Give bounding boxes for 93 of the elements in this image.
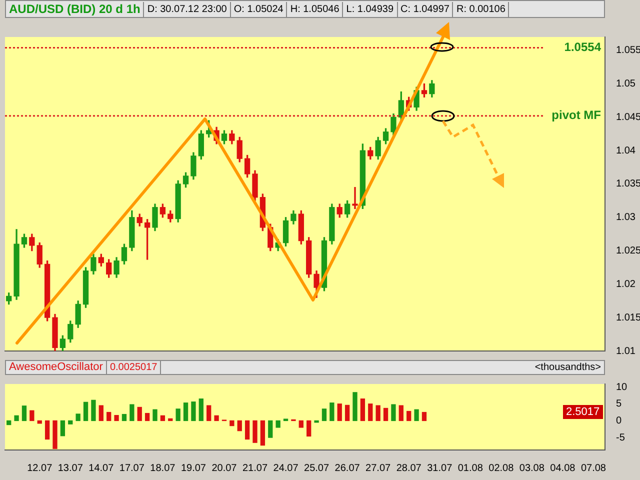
bar <box>130 404 134 422</box>
x-tick-label: 03.08 <box>519 462 545 474</box>
bar <box>168 418 173 422</box>
x-tick-label: 14.07 <box>88 462 114 474</box>
x-tick-label: 24.07 <box>273 462 299 474</box>
text: H: 1.05046 <box>287 2 344 16</box>
y-tick-label: 1.04 <box>616 145 636 156</box>
bar <box>160 415 166 422</box>
bar <box>114 414 119 422</box>
bar <box>14 415 19 422</box>
y-tick-label: 0 <box>616 415 622 426</box>
x-tick-label: 12.07 <box>27 462 53 474</box>
bar <box>60 420 66 436</box>
bar <box>260 420 266 446</box>
chart-title: AUD/USD (BID) 20 d 1h <box>6 2 144 16</box>
x-tick-label: 27.07 <box>366 462 392 474</box>
y-tick-label: 10 <box>616 382 628 393</box>
bar <box>30 410 34 422</box>
x-tick-label: 17.07 <box>119 462 145 474</box>
bar <box>98 405 104 422</box>
bar <box>230 420 234 426</box>
y-tick-label: 1.01 <box>616 346 636 357</box>
bar <box>337 404 342 422</box>
text: R: 0.00106 <box>453 2 510 16</box>
bar <box>252 420 258 443</box>
text: C: 1.04997 <box>398 2 454 16</box>
bar <box>298 420 304 428</box>
bar <box>268 420 273 438</box>
x-tick-label: 20.07 <box>212 462 238 474</box>
bar <box>176 408 180 422</box>
text: D: 30.07.12 23:00 <box>144 2 231 16</box>
bar <box>344 404 350 422</box>
chart-title: AwesomeOscillator <box>6 360 107 375</box>
bar <box>214 415 219 422</box>
x-tick-label: 01.08 <box>458 462 484 474</box>
bar <box>360 398 366 422</box>
x-tick-label: 13.07 <box>58 462 84 474</box>
bar <box>91 400 96 422</box>
bar <box>76 414 80 422</box>
bar <box>206 405 212 422</box>
x-tick-label: 26.07 <box>334 462 360 474</box>
bar <box>152 409 158 422</box>
bar <box>237 420 242 432</box>
text: 0.0025017 <box>106 360 162 375</box>
x-tick-label: 31.07 <box>427 462 453 474</box>
annotation: 2.5017 <box>563 405 603 420</box>
bar <box>352 392 358 422</box>
bar <box>68 420 73 424</box>
x-tick-label: 04.08 <box>550 462 576 474</box>
bar <box>314 420 319 423</box>
bar <box>191 402 196 422</box>
bar <box>376 405 380 422</box>
bar <box>306 420 312 437</box>
bar <box>383 408 388 422</box>
bar <box>122 414 127 422</box>
text: L: 1.04939 <box>343 2 398 16</box>
ref-line-label: pivot MF <box>552 108 601 122</box>
bar <box>330 402 334 422</box>
bar <box>398 405 404 422</box>
bar <box>244 420 250 440</box>
ref-line-label: 1.0554 <box>564 40 602 54</box>
y-tick-label: 1.05 <box>616 78 636 90</box>
x-tick-label: 28.07 <box>396 462 422 474</box>
x-tick-label: 02.08 <box>488 462 514 474</box>
y-tick-label: 1.03 <box>616 212 636 224</box>
bar <box>44 420 50 440</box>
x-tick-label: 07.08 <box>580 462 606 474</box>
bar <box>283 418 288 422</box>
text: <thousandths> <box>534 361 602 375</box>
bar <box>406 410 412 422</box>
bar <box>322 408 327 422</box>
text: O: 1.05024 <box>230 2 288 16</box>
y-tick-label: 5 <box>616 398 622 410</box>
bar <box>391 404 396 422</box>
bar <box>137 406 142 422</box>
bar <box>368 404 373 422</box>
bar <box>52 420 58 449</box>
bar <box>6 420 12 426</box>
x-tick-label: 25.07 <box>304 462 330 474</box>
x-tick-label: 21.07 <box>242 462 268 474</box>
bar <box>22 406 27 422</box>
bar <box>183 402 188 422</box>
bar <box>422 412 427 422</box>
bar <box>144 412 150 422</box>
bar <box>83 402 88 422</box>
bar <box>198 398 204 422</box>
bar <box>106 412 112 422</box>
y-tick-label: -5 <box>616 432 626 444</box>
y-tick-label: 1.02 <box>616 278 636 290</box>
bar <box>414 409 419 422</box>
x-tick-label: 18.07 <box>150 462 176 474</box>
x-tick-label: 19.07 <box>180 462 206 474</box>
bar <box>276 420 280 428</box>
